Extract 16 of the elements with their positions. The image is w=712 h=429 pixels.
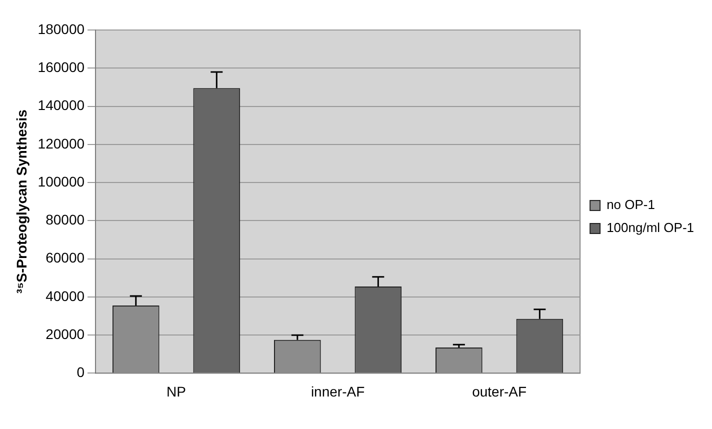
- x-tick-label: NP: [166, 383, 186, 400]
- x-tick-label: outer-AF: [472, 383, 527, 400]
- x-tick-label: inner-AF: [310, 383, 365, 400]
- y-tick-label: 60000: [46, 250, 85, 266]
- legend-label: no OP-1: [606, 197, 655, 212]
- y-tick-label: 0: [76, 364, 85, 380]
- y-axis-title: ³⁵S-Proteoglycan Synthesis: [13, 109, 30, 294]
- y-tick-label: 80000: [46, 212, 85, 228]
- y-tick-label: 160000: [38, 58, 85, 75]
- y-tick-label: 40000: [46, 288, 85, 304]
- y-tick-label: 100000: [38, 173, 85, 190]
- y-tick-label: 20000: [46, 326, 85, 342]
- y-tick-label: 140000: [38, 97, 85, 114]
- y-tick-label: 180000: [38, 20, 85, 37]
- y-tick-label: 120000: [38, 135, 85, 152]
- legend-label: 100ng/ml OP-1: [606, 220, 694, 236]
